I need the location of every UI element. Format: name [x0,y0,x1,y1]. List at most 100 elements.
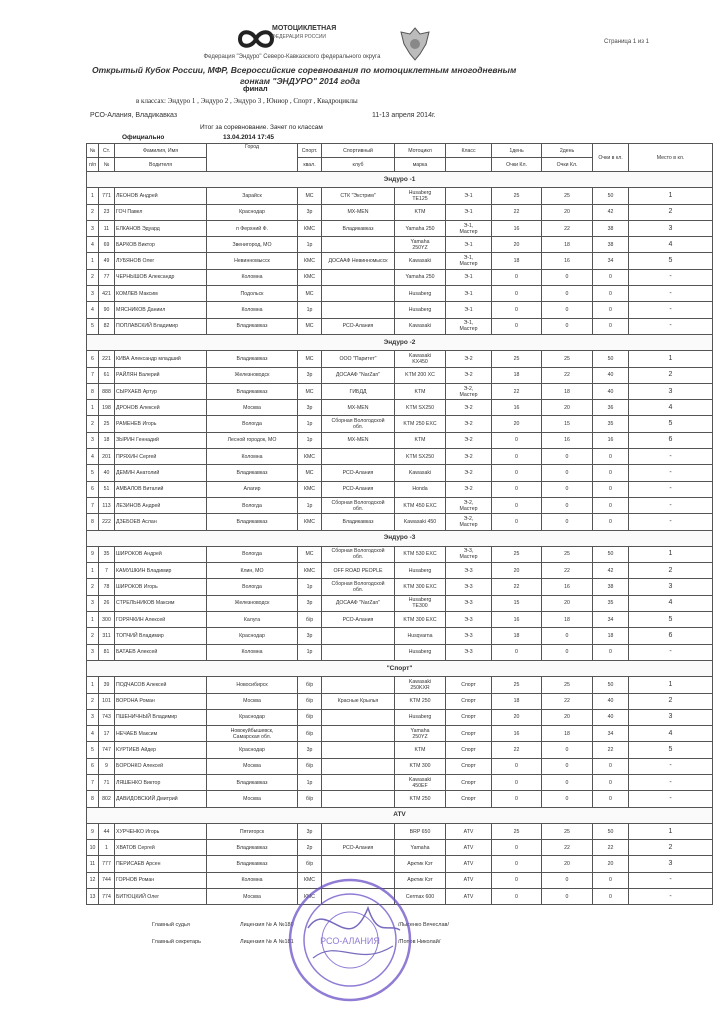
cell-qualification: 3р [297,203,322,221]
cell-day2-points: 22 [541,562,593,580]
cell-day2-points: 18 [541,725,593,743]
stage-label: финал [243,84,268,93]
cell-day1-points: 0 [491,773,542,792]
cell-start-number: 888 [98,382,115,401]
cell-class-points: 50 [592,350,629,368]
cell-class-points: 0 [592,513,629,531]
cell-club: Красные Крылья [321,692,395,710]
cell-class-points: 38 [592,219,629,238]
cell-class-points: 38 [592,236,629,254]
cell-city: Москва [206,692,298,710]
cell-motorcycle: Husaberg [394,285,446,303]
cell-start-number: 774 [98,888,115,906]
table-row: 2 25 РАМЕНЕВ Игорь Вологда 1р Сборная Вологод… [86,415,713,433]
cell-day1-points: 15 [491,594,542,613]
cell-rider-name: ЛУБЯНОВ Олег [114,252,207,270]
table-row: 12 744 ГОРНОВ Роман Коломна КМС Арктик Кэт ATV… [86,871,713,890]
section-title: "Спорт" [86,659,713,678]
cell-city: Коломна [206,643,298,661]
cell-qualification: МС [297,317,322,335]
cell-motorcycle: BRP 650 [394,822,446,841]
cell-city: Владикавказ [206,464,298,482]
cell-class-place: 5 [628,741,713,759]
cell-club: ООО "Паритет" [321,350,395,368]
cell-day1-points: 18 [491,366,542,384]
cell-class: Спорт [445,676,492,694]
cell-class-place: - [628,448,713,466]
cell-qualification: 3р [297,366,322,384]
cell-class: Э-2 [445,431,492,450]
cell-city: Вологда [206,496,298,515]
result-title: Итог за соревнование. Зачет по классам [200,124,323,131]
cell-rider-name: ПРЯХИН Сергей [114,448,207,466]
cell-motorcycle: KTM 250 [394,692,446,710]
cell-class-place: 4 [628,594,713,613]
cell-class-points: 0 [592,496,629,515]
table-row: 7 61 РАЙЛЯН Валерий Железноводск 3р ДОСААФ "N… [86,366,713,384]
cell-motorcycle: KTM SX250 [394,448,446,466]
cell-num: 1 [86,187,99,205]
cell-class-points: 0 [592,888,629,906]
cell-qualification: МС [297,464,322,482]
cell-class: Э-3 [445,578,492,596]
cell-rider-name: ЛЕОНОВ Андрей [114,187,207,205]
cell-class-points: 0 [592,480,629,498]
cell-class: Э-1 [445,301,492,319]
table-row: 1 300 ГОРЯЧКИН Алексей Калуга б/р РСО-Алания K… [86,611,713,629]
cell-day2-points: 25 [541,676,593,694]
cell-rider-name: ГОЧ Павел [114,203,207,221]
table-row: 13 774 БИТЮЦКИЙ Олег Москва КМС Cermax 600 ATV… [86,888,713,906]
cell-class: Э-2 [445,350,492,368]
cell-day2-points: 20 [541,203,593,221]
cell-day2-points: 0 [541,301,593,319]
col-club-sub: клуб [321,157,395,172]
chief-secretary-label: Главный секретарь [152,939,202,945]
cell-city: Владикавказ [206,839,298,857]
cell-qualification: б/р [297,611,322,629]
cell-class: Э-2 [445,366,492,384]
section-title: ATV [86,806,713,824]
cell-class: ATV [445,822,492,841]
cell-num: 12 [86,871,99,890]
cell-city: Лесной городок, МО [206,431,298,450]
cell-day2-points: 0 [541,268,593,287]
cell-class: Спорт [445,741,492,759]
cell-class-place: 3 [628,855,713,873]
cell-num: 2 [86,203,99,221]
cell-class-place: 3 [628,219,713,238]
cell-club: Сборная Вологодской обл. [321,545,395,564]
cell-club [321,643,395,661]
cell-motorcycle: KTM [394,203,446,221]
cell-day1-points: 18 [491,627,542,645]
cell-class: Э-3 [445,627,492,645]
page-number: Страница 1 из 1 [604,39,649,45]
cell-motorcycle: KTM 530 EXC [394,545,446,564]
cell-num: 3 [86,431,99,450]
cell-day1-points: 20 [491,562,542,580]
table-row: 8 222 ДЗЕБОЕВ Аслан Владикавказ КМС Владикавк… [86,513,713,531]
cell-club [321,757,395,775]
cell-qualification: МС [297,285,322,303]
cell-start-number: 300 [98,611,115,629]
cell-qualification: 3р [297,594,322,613]
cell-class-place: 5 [628,252,713,270]
cell-num: 2 [86,415,99,433]
cell-qualification: б/р [297,708,322,727]
cell-start-number: 71 [98,773,115,792]
cell-day1-points: 0 [491,643,542,661]
cell-class-place: 2 [628,203,713,221]
cell-motorcycle: Husaberg [394,643,446,661]
cell-start-number: 40 [98,464,115,482]
cell-club [321,236,395,254]
cell-rider-name: ДЕМИН Анатолий [114,464,207,482]
cell-class-place: 5 [628,611,713,629]
cell-day2-points: 25 [541,187,593,205]
cell-qualification: МС [297,545,322,564]
table-row: 9 44 ХУРЧЕНКО Игорь Пятигорск 3р BRP 650 ATV 25… [86,822,713,841]
cell-qualification: б/р [297,692,322,710]
cell-class-points: 40 [592,382,629,401]
cell-day1-points: 16 [491,399,542,417]
cell-day2-points: 20 [541,594,593,613]
cell-start-number: 198 [98,399,115,417]
cell-class-points: 0 [592,871,629,890]
